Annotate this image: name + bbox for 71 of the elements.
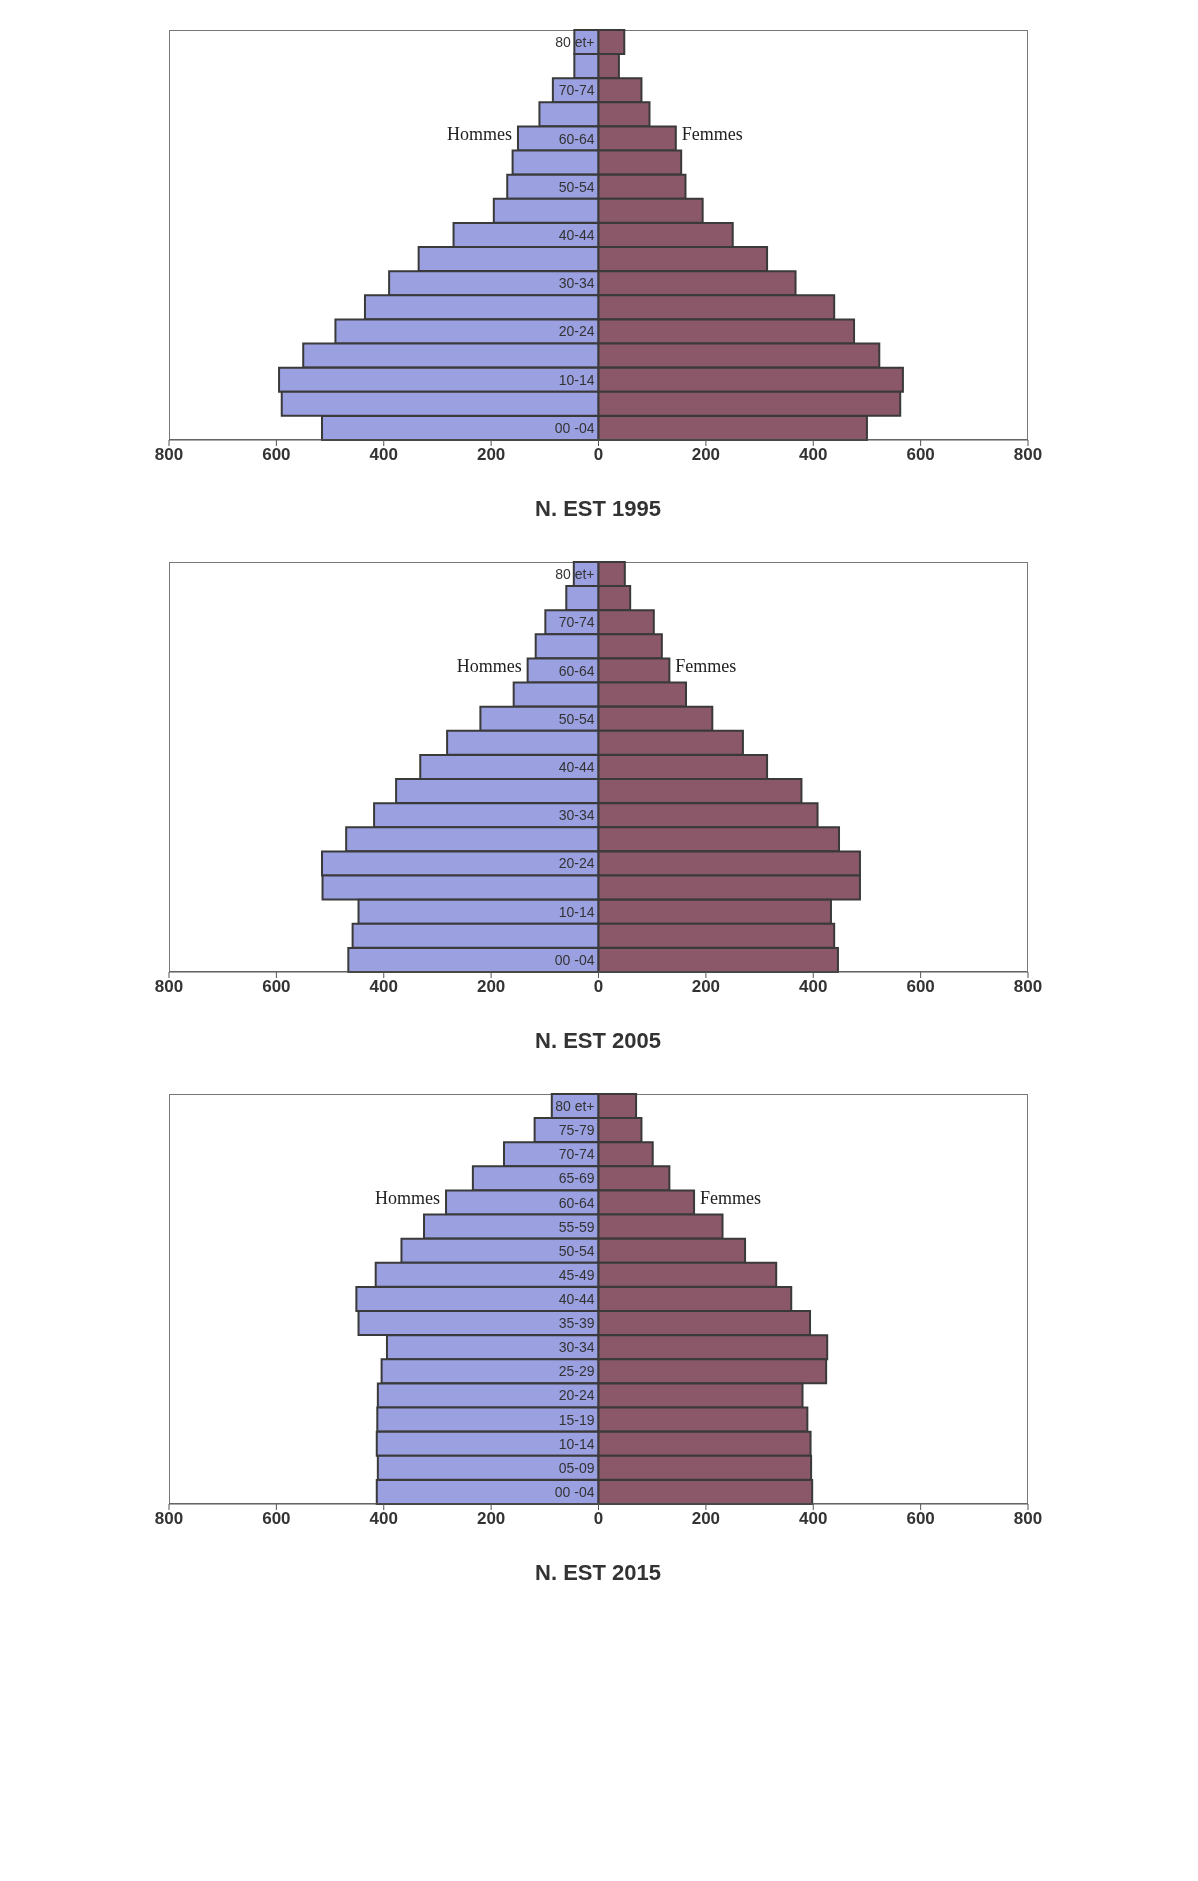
y-tick-label: 20-24 <box>558 323 595 340</box>
y-tick-label: 60-64 <box>558 1194 595 1211</box>
y-tick-label: 70-74 <box>558 614 595 631</box>
y-tick-label: 60-64 <box>558 662 595 679</box>
y-tick-label: 00 -04 <box>554 419 595 436</box>
y-tick-label: 80 et+ <box>555 566 595 583</box>
series-label: Femmes <box>700 1188 762 1210</box>
x-tick-label: 800 <box>154 445 184 465</box>
x-tick-label: 400 <box>369 445 398 465</box>
x-tick-label: 400 <box>799 977 828 997</box>
x-tick-label: 400 <box>369 1509 398 1529</box>
x-tick-label: 600 <box>906 445 935 465</box>
y-tick-label: 30-34 <box>558 275 595 292</box>
text: N. EST 2015 <box>534 1560 662 1586</box>
x-tick-label: 400 <box>799 1509 828 1529</box>
x-tick-label: 800 <box>1013 977 1043 997</box>
y-tick-label: 25-29 <box>558 1363 595 1380</box>
y-tick-label: 30-34 <box>558 807 595 824</box>
x-tick-label: 0 <box>593 977 604 997</box>
y-tick-label: 20-24 <box>558 855 595 872</box>
y-tick-label: 70-74 <box>558 82 595 99</box>
x-tick-label: 600 <box>262 1509 291 1529</box>
x-tick-label: 800 <box>154 1509 184 1529</box>
y-tick-label: 65-69 <box>558 1170 595 1187</box>
y-tick-label: 40-44 <box>558 227 595 243</box>
y-tick-label: 40-44 <box>558 1291 595 1307</box>
x-tick-label: 200 <box>476 977 506 997</box>
x-tick-label: 0 <box>593 1509 604 1529</box>
y-tick-label: 80 et+ <box>555 34 595 51</box>
y-tick-label: 35-39 <box>558 1315 595 1332</box>
x-tick-label: 400 <box>799 445 828 465</box>
y-tick-label: 60-64 <box>558 130 595 147</box>
x-tick-label: 800 <box>1013 445 1043 465</box>
series-label: Hommes <box>456 656 522 678</box>
y-tick-label: 10-14 <box>558 903 595 920</box>
y-tick-label: 80 et+ <box>555 1098 595 1115</box>
series-label: Femmes <box>681 124 743 146</box>
y-tick-label: 55-59 <box>558 1218 595 1235</box>
y-tick-label: 75-79 <box>558 1122 595 1139</box>
y-tick-label: 00 -04 <box>554 951 595 968</box>
x-tick-label: 600 <box>906 1509 935 1529</box>
y-tick-label: 45-49 <box>558 1266 595 1283</box>
y-tick-label: 50-54 <box>558 710 595 727</box>
x-tick-label: 200 <box>691 1509 721 1529</box>
y-tick-label: 20-24 <box>558 1387 595 1404</box>
x-tick-label: 200 <box>476 1509 506 1529</box>
y-tick-label: 00 -04 <box>554 1483 595 1500</box>
x-tick-label: 200 <box>691 445 721 465</box>
x-tick-label: 0 <box>593 445 604 465</box>
x-tick-label: 200 <box>691 977 721 997</box>
y-tick-label: 40-44 <box>558 759 595 775</box>
x-tick-label: 600 <box>262 445 291 465</box>
x-tick-label: 800 <box>154 977 184 997</box>
y-tick-label: 50-54 <box>558 178 595 195</box>
x-tick-label: 400 <box>369 977 398 997</box>
text: N. EST 1995 <box>534 496 662 522</box>
y-tick-label: 05-09 <box>558 1459 595 1476</box>
series-label: Femmes <box>675 656 737 678</box>
y-tick-label: 70-74 <box>558 1146 595 1163</box>
y-tick-label: 15-19 <box>558 1411 595 1428</box>
y-tick-label: 30-34 <box>558 1339 595 1356</box>
series-label: Hommes <box>375 1188 441 1210</box>
series-label: Hommes <box>446 124 512 146</box>
x-tick-label: 200 <box>476 445 506 465</box>
y-tick-label: 10-14 <box>558 1435 595 1452</box>
y-tick-label: 10-14 <box>558 371 595 388</box>
text: N. EST 2005 <box>534 1028 662 1054</box>
y-tick-label: 50-54 <box>558 1242 595 1259</box>
x-tick-label: 600 <box>906 977 935 997</box>
x-tick-label: 600 <box>262 977 291 997</box>
x-tick-label: 800 <box>1013 1509 1043 1529</box>
